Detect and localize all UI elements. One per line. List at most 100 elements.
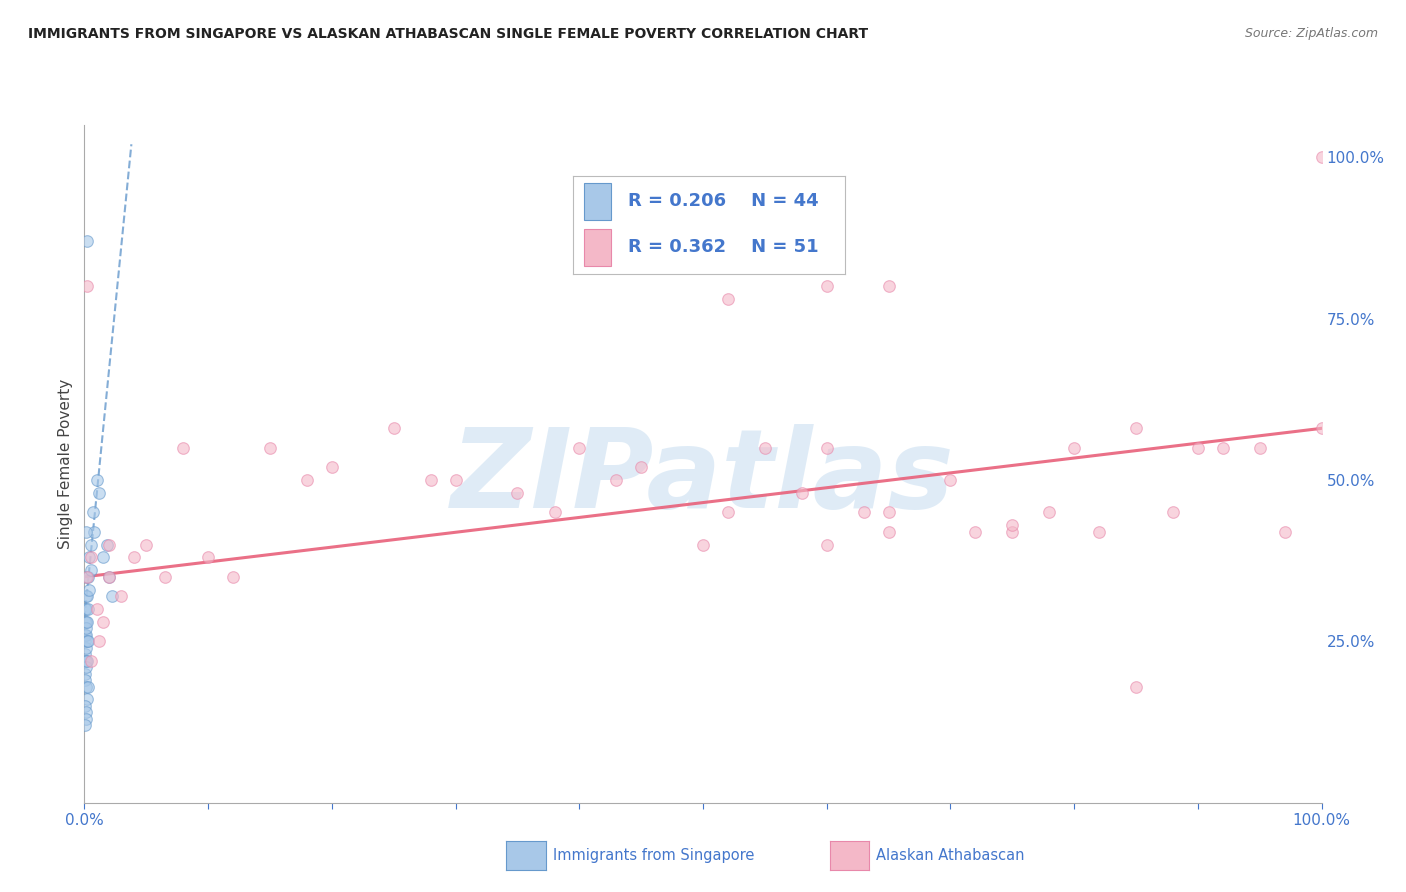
Point: [1249, 441, 1271, 455]
Point: [86, 602, 108, 616]
Point: [605, 473, 627, 487]
Point: [75, 628, 97, 642]
Point: [79, 582, 101, 597]
Point: [98, 570, 121, 584]
Point: [76, 234, 98, 248]
Point: [1161, 505, 1184, 519]
Point: [77, 634, 100, 648]
Point: [1001, 524, 1024, 539]
Point: [77, 570, 100, 584]
Point: [75, 660, 97, 674]
Text: R = 0.206    N = 44: R = 0.206 N = 44: [627, 193, 818, 211]
Point: [79, 537, 101, 551]
Point: [96, 537, 118, 551]
Text: ZIPatlas: ZIPatlas: [451, 424, 955, 531]
Point: [76, 634, 98, 648]
Point: [73, 648, 96, 662]
Point: [76, 615, 98, 629]
Point: [1310, 150, 1333, 164]
Point: [122, 550, 145, 565]
Text: R = 0.362    N = 51: R = 0.362 N = 51: [627, 238, 818, 257]
Point: [79, 563, 101, 577]
Point: [76, 654, 98, 668]
Point: [75, 640, 97, 655]
Point: [73, 666, 96, 681]
Point: [77, 602, 100, 616]
Point: [153, 570, 176, 584]
Text: Source: ZipAtlas.com: Source: ZipAtlas.com: [1244, 27, 1378, 40]
Point: [717, 292, 740, 306]
Point: [75, 680, 97, 694]
Point: [630, 460, 652, 475]
Point: [197, 550, 219, 565]
Point: [76, 589, 98, 603]
Point: [222, 570, 245, 584]
Point: [1038, 505, 1060, 519]
Point: [1274, 524, 1296, 539]
Point: [82, 505, 104, 519]
Point: [877, 505, 900, 519]
Point: [1212, 441, 1234, 455]
Point: [79, 550, 101, 565]
Point: [321, 460, 343, 475]
Point: [79, 550, 101, 565]
Point: [568, 441, 591, 455]
Point: [717, 505, 740, 519]
Point: [77, 680, 100, 694]
Text: Immigrants from Singapore: Immigrants from Singapore: [553, 848, 754, 863]
Point: [543, 505, 565, 519]
Point: [444, 473, 467, 487]
Point: [382, 421, 405, 435]
Point: [295, 473, 318, 487]
Point: [75, 615, 97, 629]
Point: [89, 486, 111, 500]
Point: [73, 628, 96, 642]
Point: [76, 692, 98, 706]
Point: [98, 537, 121, 551]
Point: [86, 473, 108, 487]
Point: [75, 589, 97, 603]
Point: [790, 486, 813, 500]
Point: [91, 550, 114, 565]
Y-axis label: Single Female Poverty: Single Female Poverty: [58, 379, 73, 549]
Point: [75, 570, 97, 584]
Point: [75, 706, 97, 720]
Point: [75, 718, 97, 732]
Point: [1187, 441, 1209, 455]
Point: [76, 279, 98, 293]
Text: IMMIGRANTS FROM SINGAPORE VS ALASKAN ATHABASCAN SINGLE FEMALE POVERTY CORRELATIO: IMMIGRANTS FROM SINGAPORE VS ALASKAN ATH…: [28, 27, 869, 41]
Text: Alaskan Athabascan: Alaskan Athabascan: [876, 848, 1025, 863]
Point: [877, 524, 900, 539]
Point: [1088, 524, 1111, 539]
Point: [692, 537, 714, 551]
Point: [852, 505, 875, 519]
Point: [815, 279, 838, 293]
Point: [172, 441, 194, 455]
Point: [100, 589, 122, 603]
Point: [1125, 680, 1147, 694]
Point: [877, 279, 900, 293]
Point: [75, 602, 97, 616]
FancyBboxPatch shape: [583, 183, 612, 220]
Point: [83, 524, 105, 539]
Point: [73, 615, 96, 629]
Point: [1063, 441, 1085, 455]
Point: [75, 698, 97, 713]
Point: [754, 441, 776, 455]
Point: [75, 622, 97, 636]
Point: [75, 712, 97, 726]
Point: [73, 673, 96, 687]
Point: [73, 634, 96, 648]
Point: [79, 654, 101, 668]
Point: [73, 654, 96, 668]
Point: [91, 615, 114, 629]
FancyBboxPatch shape: [583, 229, 612, 266]
Point: [506, 486, 529, 500]
Point: [98, 570, 121, 584]
Point: [815, 537, 838, 551]
Point: [259, 441, 281, 455]
Point: [76, 570, 98, 584]
Point: [419, 473, 441, 487]
Point: [89, 634, 111, 648]
Point: [135, 537, 157, 551]
